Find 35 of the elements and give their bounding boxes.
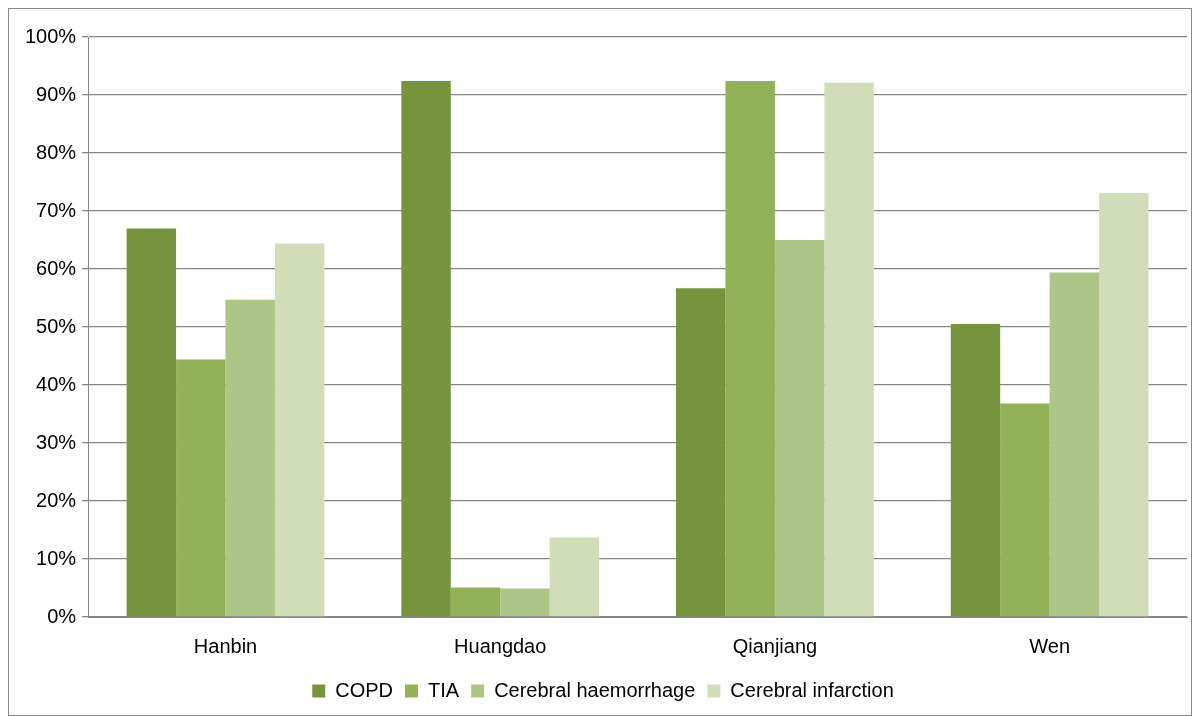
legend-label: Cerebral haemorrhage xyxy=(494,678,696,701)
bar xyxy=(401,81,451,617)
y-tick-label: 0% xyxy=(47,604,77,627)
bar xyxy=(725,81,775,617)
legend-label: TIA xyxy=(428,678,460,701)
bar xyxy=(126,228,177,617)
bar xyxy=(274,243,325,617)
y-tick-label: 80% xyxy=(36,140,77,163)
legend-label: COPD xyxy=(335,678,394,701)
y-tick-label: 100% xyxy=(25,24,77,47)
x-tick-label: Qianjiang xyxy=(732,634,818,657)
y-tick-label: 30% xyxy=(36,430,77,453)
y-tick-label: 10% xyxy=(36,546,77,569)
bar xyxy=(225,299,275,617)
bar xyxy=(824,82,874,617)
bar xyxy=(549,537,600,617)
y-tick-label: 20% xyxy=(36,488,77,511)
bar xyxy=(676,288,726,617)
bar xyxy=(176,359,226,617)
y-tick-label: 40% xyxy=(36,372,77,395)
legend-label: Cerebral infarction xyxy=(730,678,894,701)
y-tick-label: 50% xyxy=(36,314,77,337)
bar xyxy=(450,587,501,617)
y-tick-label: 90% xyxy=(36,82,77,105)
bar xyxy=(500,588,550,617)
bar xyxy=(950,324,1001,617)
bar xyxy=(1049,272,1100,617)
bar xyxy=(1000,403,1050,617)
y-tick-label: 70% xyxy=(36,198,77,221)
x-tick-label: Huangdao xyxy=(454,634,547,657)
y-tick-label: 60% xyxy=(36,256,77,279)
bar xyxy=(774,240,825,617)
bar xyxy=(1099,193,1149,617)
x-tick-label: Wen xyxy=(1029,634,1071,657)
x-tick-label: Hanbin xyxy=(193,634,258,657)
